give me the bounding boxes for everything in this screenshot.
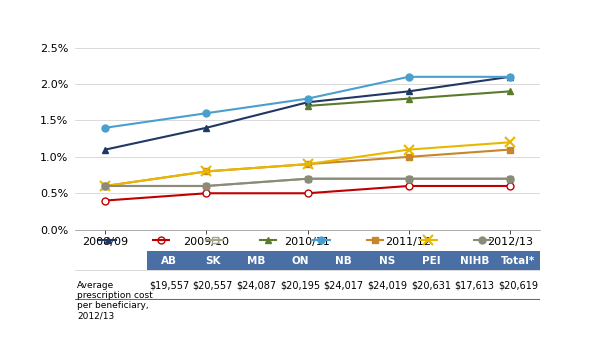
Text: ON: ON (291, 256, 308, 266)
Text: $20,557: $20,557 (193, 280, 233, 290)
Text: $24,019: $24,019 (367, 280, 407, 290)
Text: $19,557: $19,557 (149, 280, 189, 290)
Text: AB: AB (161, 256, 177, 266)
Text: $20,195: $20,195 (280, 280, 320, 290)
Text: $24,087: $24,087 (236, 280, 276, 290)
Text: NS: NS (379, 256, 395, 266)
Text: MB: MB (247, 256, 265, 266)
Text: PEI: PEI (422, 256, 440, 266)
Text: $24,017: $24,017 (323, 280, 364, 290)
Text: $20,619: $20,619 (498, 280, 538, 290)
Text: Average
prescription cost
per beneficiary,
2012/13: Average prescription cost per beneficiar… (77, 281, 153, 321)
Text: SK: SK (205, 256, 220, 266)
Text: NIHB: NIHB (460, 256, 489, 266)
Text: $17,613: $17,613 (455, 280, 494, 290)
Text: NB: NB (335, 256, 352, 266)
Text: $20,631: $20,631 (411, 280, 451, 290)
Bar (147, 251, 540, 270)
Text: Total*: Total* (501, 256, 535, 266)
